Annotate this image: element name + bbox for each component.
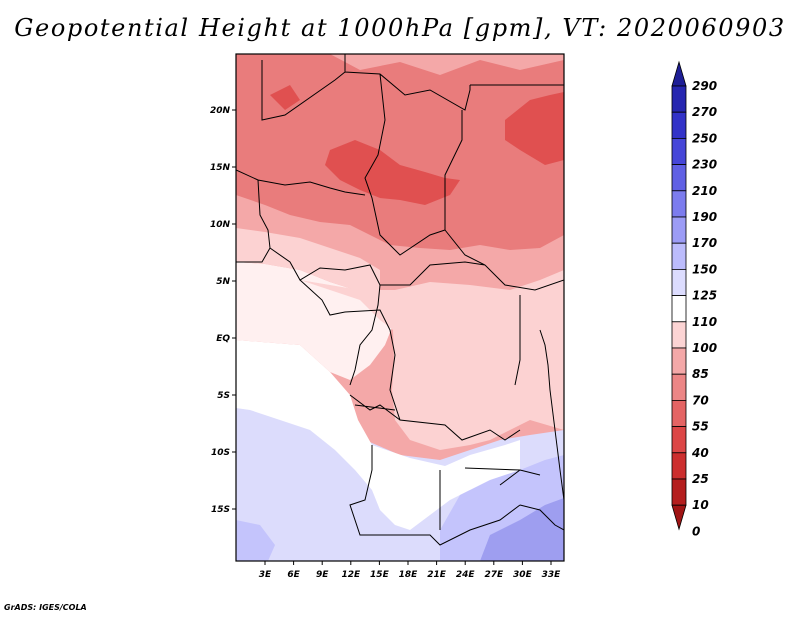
colorbar-label: 290	[692, 79, 717, 93]
colorbar-segment	[671, 190, 687, 218]
colorbar-segment	[671, 85, 687, 113]
map-frame	[235, 53, 565, 562]
border-lines	[236, 54, 564, 546]
colorbar-segment	[671, 295, 687, 323]
colorbar-top-arrow	[671, 60, 687, 87]
colorbar-label: 25	[692, 472, 709, 486]
field-deep-red	[325, 140, 460, 205]
colorbar-segment	[671, 137, 687, 165]
colorbar-segment	[671, 373, 687, 401]
field-red	[236, 54, 564, 250]
lon-label: 3E	[259, 570, 272, 580]
grads-credit: GrADS: IGES/COLA	[4, 603, 87, 612]
lon-label: 9E	[316, 570, 329, 580]
colorbar-segment	[671, 268, 687, 296]
colorbar-segment	[671, 452, 687, 480]
lon-label: 15E	[370, 570, 390, 580]
lat-label: 15N	[210, 163, 231, 173]
colorbar-segment	[671, 478, 687, 506]
map-axes: 20N 15N 10N 5N EQ 5S 10S 15S 3E 6E 9E 12E 15E 18E 21E 2…	[210, 53, 565, 580]
field-deep-red-east	[505, 92, 564, 165]
field-white-south	[236, 340, 520, 530]
colorbar-segment	[671, 399, 687, 427]
colorbar-label: 110	[692, 315, 717, 329]
country-borders	[236, 54, 564, 546]
field-mid-blue	[480, 498, 564, 561]
colorbar-label: 230	[692, 158, 717, 172]
field-blue-sw	[236, 520, 275, 561]
field-pink-west	[236, 228, 380, 290]
field-light-red-north	[236, 54, 564, 75]
colorbar-segment	[671, 111, 687, 139]
colorbar-label: 190	[692, 210, 717, 224]
colorbar-label: 85	[692, 367, 709, 381]
lat-label: 5S	[217, 391, 230, 401]
colorbar-segment	[671, 242, 687, 270]
lon-label: 18E	[399, 570, 419, 580]
colorbar-segment	[671, 426, 687, 454]
lat-label: 20N	[210, 106, 231, 116]
colorbar-label: 70	[692, 393, 709, 407]
chart-title: Geopotential Height at 1000hPa [gpm], VT…	[14, 14, 786, 42]
colorbar-segment	[671, 216, 687, 244]
lon-label: 24E	[456, 570, 476, 580]
colorbar-segment	[671, 164, 687, 192]
lat-label: EQ	[216, 334, 230, 344]
colorbar-label: 170	[692, 236, 717, 250]
field-pink	[300, 270, 564, 450]
colorbar-label: 40	[691, 446, 709, 460]
lon-label: 12E	[341, 570, 361, 580]
lon-label: 6E	[287, 570, 300, 580]
colorbar-label: 270	[692, 105, 717, 119]
geopotential-field	[236, 54, 564, 561]
lat-label: 5N	[216, 277, 230, 287]
colorbar-label: 125	[692, 289, 717, 303]
colorbar-label: 10	[692, 498, 709, 512]
colorbar-segment	[671, 347, 687, 375]
colorbar-segment	[671, 321, 687, 349]
colorbar-bottom-arrow	[671, 504, 687, 531]
field-deep-red-north	[270, 85, 300, 110]
colorbar-label: 150	[692, 262, 717, 276]
colorbar: 2902702502302101901701501251101008570554…	[671, 60, 717, 538]
colorbar-label: 0	[692, 524, 700, 538]
lat-label: 15S	[211, 505, 230, 515]
lon-label: 27E	[484, 570, 504, 580]
lon-label: 30E	[513, 570, 533, 580]
colorbar-label: 250	[692, 131, 717, 145]
lat-label: 10N	[210, 220, 231, 230]
colorbar-label: 210	[692, 184, 717, 198]
colorbar-label: 100	[692, 341, 717, 355]
lon-label: 33E	[542, 570, 562, 580]
lon-label: 21E	[427, 570, 447, 580]
lat-label: 10S	[211, 448, 230, 458]
colorbar-label: 55	[692, 420, 709, 434]
